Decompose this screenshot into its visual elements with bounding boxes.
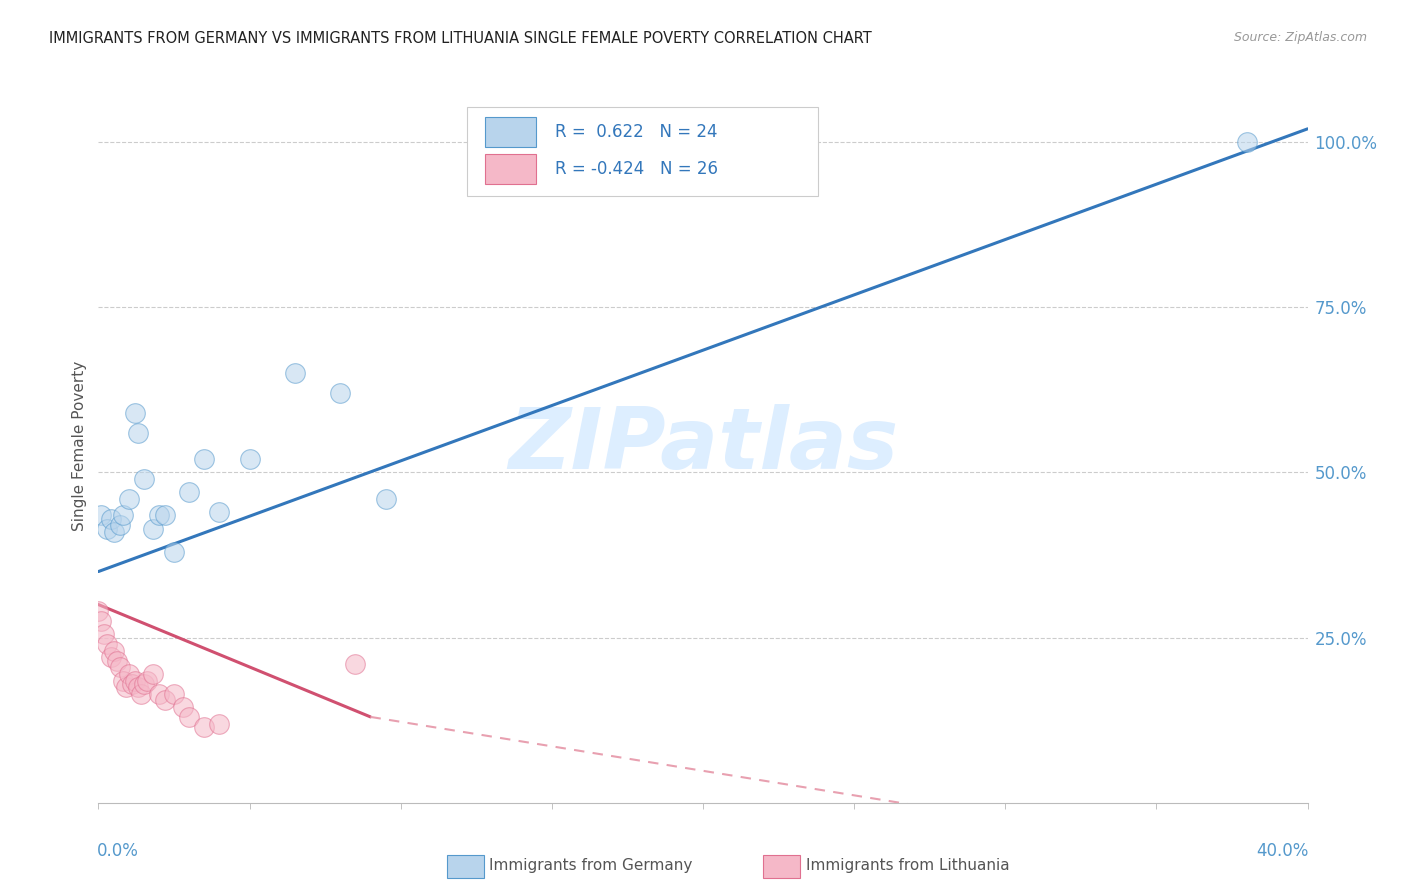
Point xyxy=(111,673,134,688)
Point xyxy=(344,657,367,671)
Point xyxy=(208,716,231,731)
Point xyxy=(555,158,578,172)
Point xyxy=(163,545,186,559)
Point xyxy=(103,524,125,539)
Point xyxy=(87,604,110,618)
Point xyxy=(172,700,194,714)
Point xyxy=(108,518,131,533)
Text: IMMIGRANTS FROM GERMANY VS IMMIGRANTS FROM LITHUANIA SINGLE FEMALE POVERTY CORRE: IMMIGRANTS FROM GERMANY VS IMMIGRANTS FR… xyxy=(49,31,872,46)
Point xyxy=(124,406,146,420)
Point xyxy=(124,673,146,688)
Point xyxy=(100,650,122,665)
Point xyxy=(374,491,396,506)
Point xyxy=(142,667,165,681)
Point xyxy=(127,425,149,440)
Point xyxy=(118,667,141,681)
Point xyxy=(153,508,176,523)
Point xyxy=(481,154,503,169)
Point xyxy=(179,710,201,724)
Point xyxy=(284,367,307,381)
Point xyxy=(103,644,125,658)
Point xyxy=(118,491,141,506)
Point xyxy=(148,508,170,523)
Point xyxy=(127,680,149,694)
Point xyxy=(239,452,262,467)
Point xyxy=(100,511,122,525)
Point xyxy=(148,687,170,701)
Point xyxy=(114,680,136,694)
Text: ZIPatlas: ZIPatlas xyxy=(508,404,898,488)
Point xyxy=(93,627,115,641)
Point xyxy=(108,660,131,674)
Point xyxy=(153,693,176,707)
Text: 40.0%: 40.0% xyxy=(1257,842,1309,860)
Text: Immigrants from Germany: Immigrants from Germany xyxy=(489,858,693,872)
Point xyxy=(329,386,352,401)
FancyBboxPatch shape xyxy=(467,107,818,196)
Point xyxy=(163,687,186,701)
Point xyxy=(90,614,112,628)
Text: Immigrants from Lithuania: Immigrants from Lithuania xyxy=(806,858,1010,872)
Text: R = -0.424   N = 26: R = -0.424 N = 26 xyxy=(555,161,718,178)
Y-axis label: Single Female Poverty: Single Female Poverty xyxy=(72,361,87,531)
Point xyxy=(132,677,155,691)
Point xyxy=(121,677,143,691)
FancyBboxPatch shape xyxy=(485,117,536,147)
FancyBboxPatch shape xyxy=(485,154,536,184)
Point xyxy=(193,452,215,467)
Point xyxy=(96,522,118,536)
Point xyxy=(90,508,112,523)
Point xyxy=(111,508,134,523)
Text: 0.0%: 0.0% xyxy=(97,842,139,860)
Point xyxy=(105,654,128,668)
Text: R =  0.622   N = 24: R = 0.622 N = 24 xyxy=(555,123,718,141)
Point xyxy=(193,720,215,734)
Point xyxy=(179,485,201,500)
Point xyxy=(132,472,155,486)
Point xyxy=(96,637,118,651)
Point xyxy=(129,687,152,701)
Point xyxy=(135,673,157,688)
Point xyxy=(208,505,231,519)
Text: Source: ZipAtlas.com: Source: ZipAtlas.com xyxy=(1233,31,1367,45)
Point xyxy=(1236,135,1258,149)
Point xyxy=(142,522,165,536)
